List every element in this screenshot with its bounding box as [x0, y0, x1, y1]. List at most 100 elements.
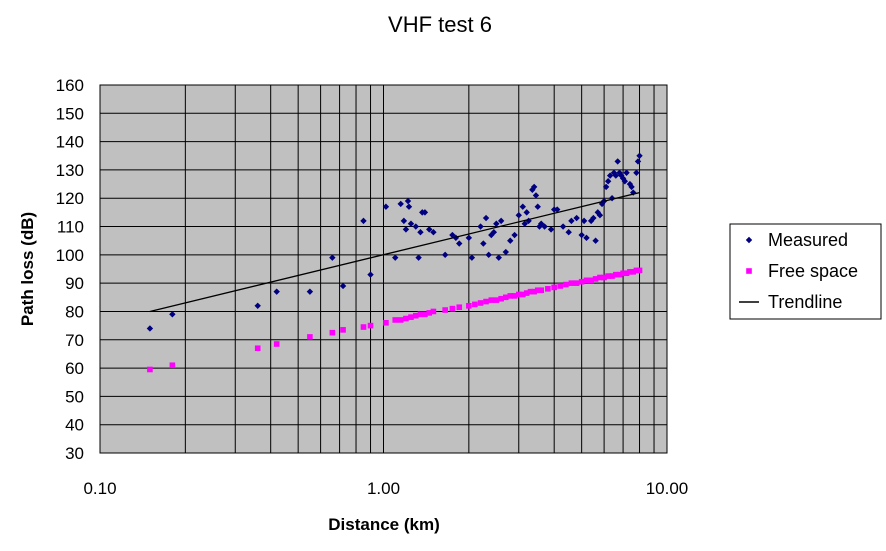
- measured-point: [565, 229, 572, 236]
- measured-point: [633, 169, 640, 176]
- y-tick-label: 140: [56, 133, 84, 152]
- measured-point: [497, 217, 505, 225]
- free-space-point: [538, 287, 545, 294]
- free-space-point: [430, 308, 437, 315]
- measured-point: [521, 220, 528, 227]
- free-space-point: [627, 269, 633, 275]
- measured-point: [511, 231, 518, 239]
- measured-point: [604, 178, 612, 185]
- measured-point: [534, 203, 541, 210]
- free-space-point: [307, 334, 313, 340]
- x-axis-label: Distance (km): [328, 515, 439, 534]
- free-space-point: [520, 291, 526, 298]
- free-space-point: [588, 277, 594, 284]
- measured-point: [628, 183, 635, 191]
- free-space-point: [613, 271, 619, 278]
- measured-point: [578, 231, 585, 239]
- measured-point: [490, 229, 498, 236]
- measured-point: [596, 212, 604, 219]
- free-space-point: [466, 303, 472, 309]
- measured-point: [626, 180, 634, 188]
- plot-border: [99, 84, 668, 454]
- measured-point: [421, 209, 429, 216]
- measured-point: [598, 200, 606, 208]
- measured-point: [254, 302, 261, 309]
- y-tick-label: 50: [65, 387, 84, 406]
- measured-point: [636, 152, 643, 159]
- series-measured: [146, 152, 643, 332]
- measured-point: [590, 214, 597, 222]
- measured-point: [430, 229, 437, 236]
- measured-point: [169, 311, 176, 318]
- measured-point: [592, 237, 599, 244]
- y-tick-label: 40: [65, 416, 84, 435]
- measured-point: [480, 240, 487, 247]
- measured-point: [530, 183, 538, 191]
- measured-point: [541, 223, 548, 230]
- free-space-point: [422, 311, 428, 318]
- measured-point: [412, 223, 420, 230]
- free-space-point: [623, 270, 630, 277]
- free-space-point: [620, 270, 626, 277]
- free-space-point: [426, 310, 433, 316]
- free-space-point: [392, 317, 399, 323]
- free-space-point: [472, 301, 478, 308]
- free-space-point: [563, 281, 569, 288]
- measured-point: [400, 217, 408, 225]
- series-free-space: [147, 267, 643, 373]
- x-tick-label: 0.10: [83, 479, 116, 498]
- free-space-point: [507, 293, 514, 299]
- free-space-point: [630, 269, 637, 275]
- x-tick-label: 1.00: [367, 479, 400, 498]
- chart-title: VHF test 6: [388, 12, 492, 37]
- measured-point: [382, 203, 390, 210]
- legend-label: Trendline: [768, 292, 842, 312]
- free-space-point: [408, 314, 414, 320]
- measured-point: [329, 254, 336, 261]
- y-tick-label: 70: [65, 331, 84, 350]
- measured-point: [621, 178, 629, 185]
- measured-point: [583, 234, 590, 242]
- legend: Measured Free space Trendline: [729, 223, 882, 320]
- free-space-point: [605, 273, 611, 279]
- free-space-point: [534, 287, 541, 294]
- measured-point: [441, 251, 449, 259]
- free-space-point: [449, 305, 456, 312]
- y-tick-label: 130: [56, 161, 84, 180]
- measured-point: [532, 192, 540, 199]
- measured-point: [146, 325, 154, 332]
- free-space-point: [523, 290, 530, 296]
- measured-point: [415, 254, 422, 261]
- measured-point: [580, 217, 588, 225]
- free-space-point: [573, 280, 580, 286]
- legend-marker: [745, 236, 753, 244]
- measured-point: [426, 226, 433, 233]
- measured-point: [495, 254, 502, 261]
- legend-marker: [746, 268, 752, 274]
- measured-point: [606, 172, 614, 179]
- legend-items: Measured Free space Trendline: [739, 230, 858, 312]
- free-space-point: [515, 291, 522, 298]
- free-space-point: [551, 284, 557, 291]
- measured-point: [339, 282, 347, 290]
- y-tick-label: 110: [57, 218, 84, 237]
- measured-point: [482, 214, 490, 222]
- free-space-point: [502, 294, 509, 301]
- measured-point: [456, 240, 463, 247]
- measured-point: [547, 226, 555, 233]
- free-space-point: [442, 307, 448, 313]
- measured-point: [573, 214, 580, 222]
- measured-point: [452, 234, 460, 242]
- free-space-point: [329, 329, 336, 336]
- free-space-point: [601, 274, 607, 281]
- measured-point: [468, 254, 476, 261]
- free-space-point: [488, 297, 495, 303]
- measured-point: [402, 226, 410, 233]
- free-space-point: [273, 341, 280, 347]
- free-space-point: [527, 288, 534, 295]
- measured-point: [559, 223, 567, 230]
- free-space-point: [609, 273, 615, 279]
- free-space-point: [367, 322, 374, 329]
- measured-point: [554, 206, 561, 213]
- measured-point: [502, 248, 509, 256]
